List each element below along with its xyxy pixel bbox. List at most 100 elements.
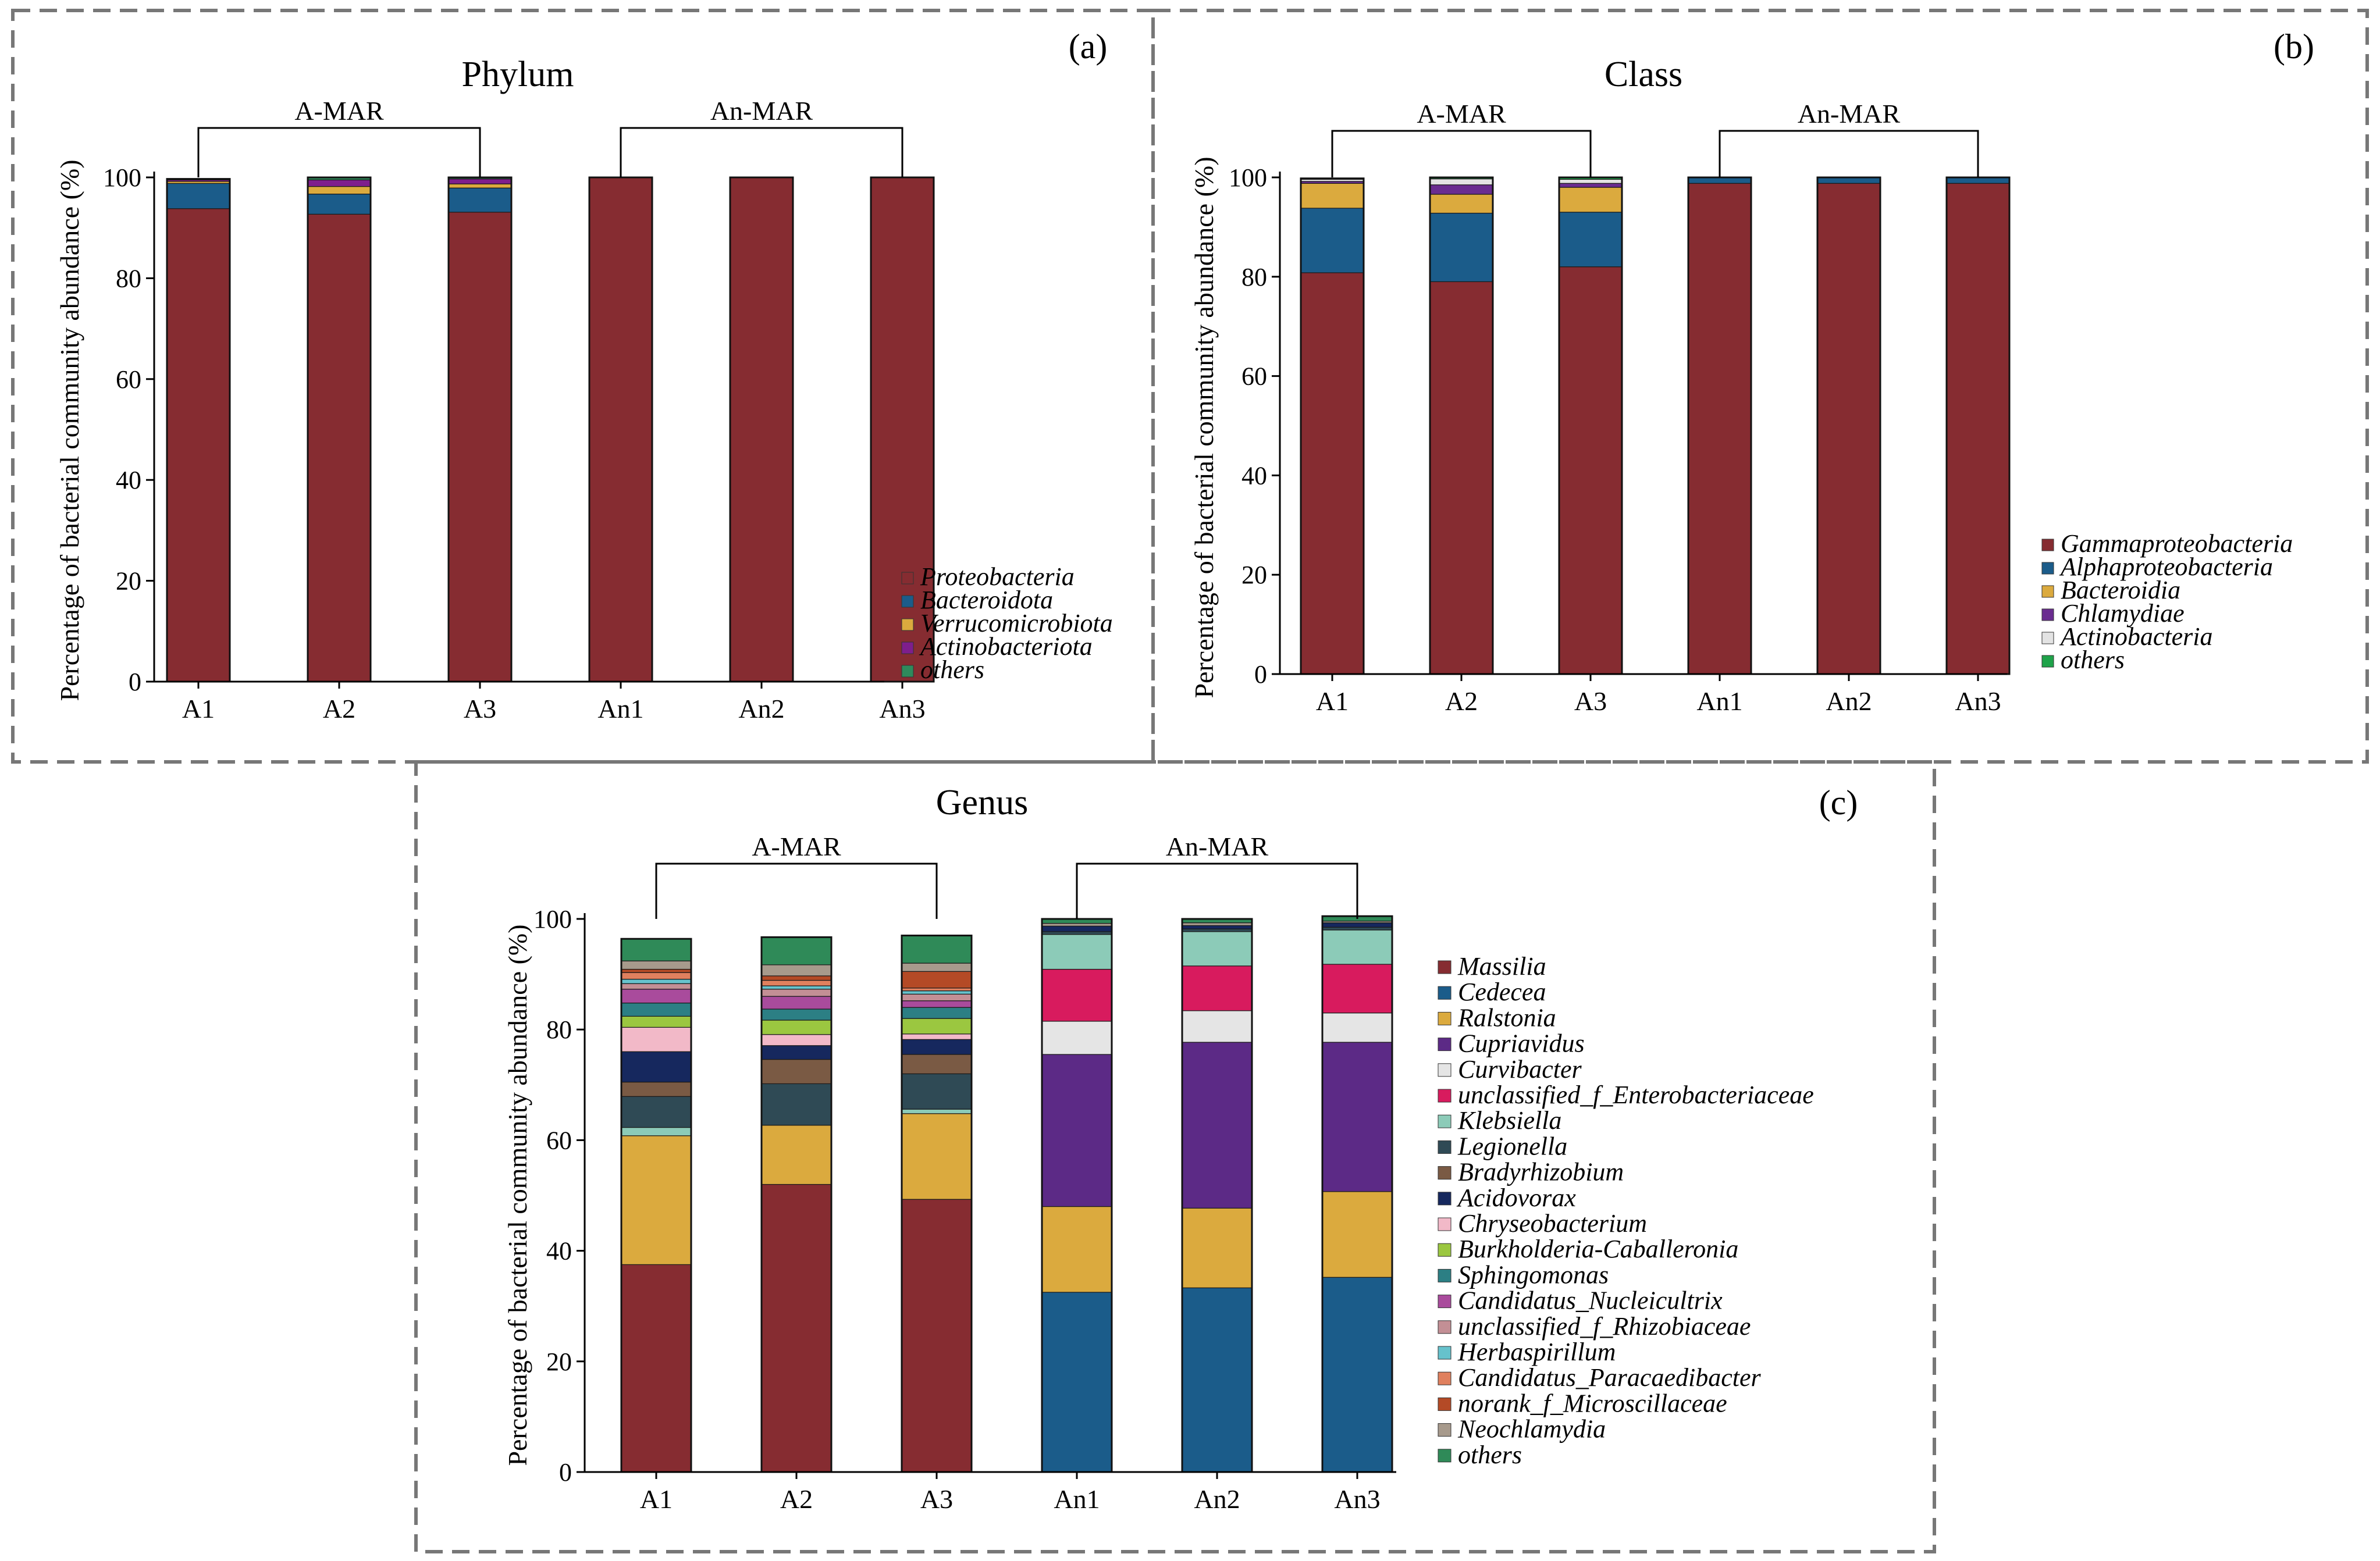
panel-a-legend-label-bacteroidota: Bacteroidota [920, 586, 1053, 614]
panel-c-title: Genus [936, 783, 1028, 822]
panel-c-bar-an3-unclassified-f-enterobacteriaceae [1322, 964, 1393, 1014]
panel-c-legend-label-unclassified-f-rhizobiaceae: unclassified_f_Rhizobiaceae [1458, 1312, 1751, 1341]
panel-c-bar-an1-klebsiella [1041, 934, 1112, 970]
panel-c-bar-an3-acidovorax [1322, 922, 1393, 928]
panel-b-bar-a2-bacteroidia [1429, 194, 1493, 214]
panel-a-bar-a3-actinobacteriota [448, 179, 512, 184]
panel-c-bar-a2-bradyrhizobium [761, 1059, 832, 1084]
panel-c-legend-label-cedecea: Cedecea [1458, 978, 1546, 1006]
panel-a-title: Phylum [462, 55, 574, 94]
panel-c-legend-swatch-bradyrhizobium [1438, 1166, 1452, 1180]
panel-a-bracket-label-an-mar: An-MAR [710, 96, 813, 126]
panel-a-bracket-an-mar [620, 127, 903, 177]
panel-b-x-tick-label-a2: A2 [1445, 686, 1478, 716]
panel-b-legend-swatch-bacteroidia [2041, 585, 2054, 598]
panel-b-x-tick-label-a1: A1 [1316, 686, 1349, 716]
panel-c-y-tick-label-80: 80 [546, 1015, 572, 1044]
panel-c-bar-an2-ralstonia [1182, 1207, 1253, 1288]
panel-c-bar-an1-neochlamydia [1041, 923, 1112, 926]
panel-a-legend-swatch-verrucomicrobiota [901, 618, 914, 631]
panel-a-legend-swatch-bacteroidota [901, 595, 914, 608]
panel-c-bar-an1-acidovorax [1041, 925, 1112, 932]
panel-c-bar-a1-bradyrhizobium [621, 1081, 692, 1097]
panel-b-y-axis-label: Percentage of bacterial community abunda… [1189, 156, 1219, 698]
panel-c-bar-a1-massilia [621, 1264, 692, 1473]
panel-c-bar-an2-acidovorax [1182, 925, 1253, 929]
panel-c-bar-an1-ralstonia [1041, 1206, 1112, 1293]
panel-b-legend-swatch-others [2041, 655, 2054, 668]
panel-c-legend-label-candidatus-paracaedibacter: Candidatus_Paracaedibacter [1458, 1363, 1761, 1392]
panel-a-y-tick-label-100: 100 [103, 163, 141, 192]
panel-c-bar-an3-ralstonia [1322, 1191, 1393, 1278]
panel-c-y-axis-label: Percentage of bacterial community abunda… [503, 924, 532, 1466]
panel-c-legend: MassiliaCedeceaRalstoniaCupriavidusCurvi… [1438, 952, 1814, 1469]
panel-b-legend-label-others: others [2061, 646, 2125, 674]
panel-c-bar-a3-burkholderia-caballeronia [901, 1018, 972, 1035]
panel-b-label: (b) [2274, 27, 2314, 66]
panel-c-bar-a2-others [761, 936, 832, 965]
panel-c-bar-a1-candidatus-paracaedibacter [621, 972, 692, 980]
panel-c-bar-an3-curvibacter [1322, 1013, 1393, 1043]
panel-a-y-tick-label-0: 0 [129, 668, 141, 696]
panel-b-legend-swatch-alphaproteobacteria [2041, 562, 2054, 575]
panel-c-bar-an2-cupriavidus [1182, 1042, 1253, 1209]
panel-b-bar-an3-alphaproteobacteria [1946, 177, 2010, 184]
panel-c-bar-a1-candidatus-nucleicultrix [621, 989, 692, 1004]
panel-a-bar-a1-proteobacteria [166, 208, 230, 682]
panel-c-bar-a1-legionella [621, 1096, 692, 1128]
panel-c-bar-a2-candidatus-nucleicultrix [761, 996, 832, 1010]
panel-b-x-tick-label-a3: A3 [1574, 686, 1607, 716]
panel-b-x-tick-label-an3: An3 [1955, 686, 2001, 716]
panel-b-bar-a3-alphaproteobacteria [1559, 212, 1623, 268]
panel-b-bar-a1-bacteroidia [1300, 183, 1364, 209]
panel-c-legend-label-chryseobacterium: Chryseobacterium [1458, 1209, 1647, 1238]
panel-b-bracket-a-mar [1331, 130, 1592, 177]
panel-a-x-tick-label-a2: A2 [323, 694, 355, 724]
panel-a-bar-a2-bacteroidota [307, 194, 371, 215]
panel-a-label: (a) [1069, 27, 1108, 66]
panel-c-legend-label-cupriavidus: Cupriavidus [1458, 1029, 1585, 1058]
panel-b-title: Class [1605, 55, 1682, 94]
panel-b-bar-a3-gammaproteobacteria [1559, 266, 1623, 675]
panel-c-x-tick-label-a2: A2 [780, 1484, 813, 1514]
panel-c-genus-chart: Genus (c) Percentage of bacterial communit… [503, 783, 1858, 1514]
panel-b-legend-swatch-actinobacteria [2041, 632, 2054, 644]
panel-c-bar-a3-klebsiella [901, 1109, 972, 1114]
panel-a-y-tick-label-80: 80 [116, 264, 141, 293]
panel-c-bar-a2-candidatus-paracaedibacter [761, 979, 832, 986]
panel-c-bar-a3-sphingomonas [901, 1007, 972, 1019]
panel-c-legend-swatch-massilia [1438, 960, 1452, 974]
panel-a-bar-an1-proteobacteria [589, 177, 653, 682]
panel-a-bar-a2-verrucomicrobiota [307, 186, 371, 195]
panel-c-bar-a1-herbaspirillum [621, 979, 692, 984]
panel-c-bar-a3-neochlamydia [901, 963, 972, 972]
panel-c-bar-a3-others [901, 935, 972, 964]
panel-c-bar-an2-neochlamydia [1182, 922, 1253, 926]
panel-c-x-tick-label-a1: A1 [640, 1484, 673, 1514]
panel-c-bar-a1-klebsiella [621, 1127, 692, 1136]
panel-c-legend-label-curvibacter: Curvibacter [1458, 1055, 1582, 1084]
panel-c-bar-an3-cedecea [1322, 1277, 1393, 1473]
panel-c-bracket-an-mar [1076, 863, 1358, 919]
panel-a-bracket-a-mar [197, 127, 481, 177]
panel-c-legend-swatch-cupriavidus [1438, 1038, 1452, 1052]
panel-c-x-tick-label-an2: An2 [1194, 1484, 1240, 1514]
panel-a-bar-a1-bacteroidota [166, 183, 230, 209]
panel-b-legend-label-actinobacteria: Actinobacteria [2059, 622, 2213, 651]
panel-c-y-tick-label-20: 20 [546, 1348, 572, 1376]
panel-c-bar-a3-chryseobacterium [901, 1033, 972, 1040]
panel-c-y-tick-label-60: 60 [546, 1126, 572, 1154]
panel-b-y-tick-label-80: 80 [1241, 263, 1267, 291]
panel-c-bar-a2-herbaspirillum [761, 985, 832, 990]
panel-a-legend-label-actinobacteriota: Actinobacteriota [919, 632, 1093, 661]
panel-a-legend-label-others: others [920, 655, 984, 684]
panel-c-legend-label-massilia: Massilia [1457, 952, 1546, 981]
panel-b-bracket-an-mar [1719, 130, 1979, 177]
panel-c-legend-label-legionella: Legionella [1457, 1132, 1567, 1160]
panel-b-bar-an1-gammaproteobacteria [1688, 183, 1752, 675]
panel-a-x-tick-label-an1: An1 [597, 694, 643, 724]
panel-c-legend-swatch-cedecea [1438, 986, 1452, 1000]
panel-b-y-tick-label-60: 60 [1241, 362, 1267, 391]
panel-c-legend-label-norank-f-microscillaceae: norank_f_Microscillaceae [1458, 1389, 1727, 1417]
panel-c-bar-a2-chryseobacterium [761, 1034, 832, 1046]
